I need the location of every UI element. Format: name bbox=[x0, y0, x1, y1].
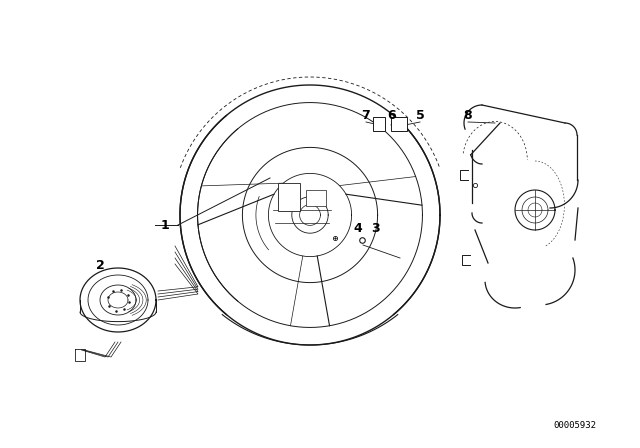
Text: 8: 8 bbox=[464, 108, 472, 121]
Text: 00005932: 00005932 bbox=[554, 421, 596, 430]
Text: 7: 7 bbox=[362, 108, 371, 121]
Text: 4: 4 bbox=[354, 221, 362, 234]
Bar bbox=[373, 117, 385, 131]
Text: 2: 2 bbox=[95, 258, 104, 271]
Text: 6: 6 bbox=[388, 108, 396, 121]
Bar bbox=[391, 117, 407, 131]
Text: 1: 1 bbox=[161, 219, 170, 232]
Bar bbox=[278, 183, 300, 211]
Text: 5: 5 bbox=[415, 108, 424, 121]
Text: 3: 3 bbox=[371, 221, 380, 234]
Bar bbox=[307, 190, 326, 207]
